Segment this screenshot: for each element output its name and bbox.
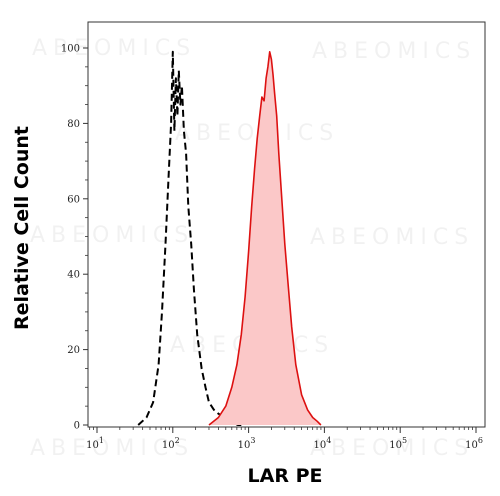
x-tick-label: 103: [238, 436, 256, 451]
y-tick-label: 80: [67, 119, 80, 130]
series-0-line: [137, 50, 242, 426]
watermark-text: ABEOMICS: [30, 223, 194, 248]
y-axis-title: Relative Cell Count: [11, 126, 33, 330]
plot-area: [87, 21, 486, 428]
y-tick-label: 100: [61, 44, 80, 55]
watermark-text: ABEOMICS: [310, 225, 474, 250]
series-1-fill: [209, 51, 321, 426]
y-tick-label: 0: [74, 421, 80, 432]
x-axis-title: LAR PE: [248, 465, 323, 487]
plot-frame: [87, 21, 486, 428]
watermark-text: ABEOMICS: [30, 436, 194, 461]
watermark-text: ABEOMICS: [312, 39, 476, 64]
watermark-text: ABEOMICS: [310, 436, 474, 461]
y-tick-label: 60: [67, 194, 80, 205]
watermark-text: ABEOMICS: [32, 36, 196, 61]
watermark-text: ABEOMICS: [175, 121, 339, 146]
y-tick-label: 20: [67, 345, 80, 356]
y-axis: 0 20 40 60 80 100: [61, 44, 88, 432]
watermark-layer: ABEOMICS ABEOMICS ABEOMICS ABEOMICS ABEOMICS…: [30, 36, 476, 461]
series-1-line: [208, 51, 322, 426]
y-tick-label: 40: [67, 270, 80, 281]
